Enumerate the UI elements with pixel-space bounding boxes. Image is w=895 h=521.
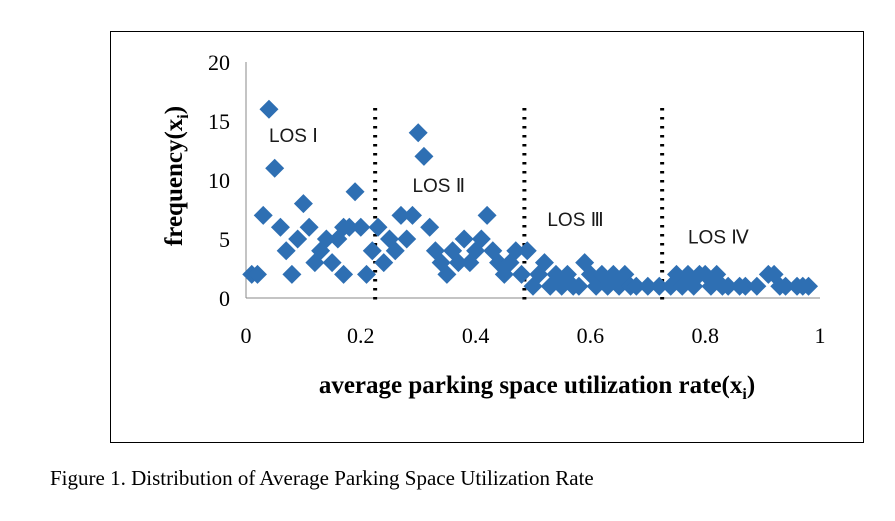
x-tick-label: 1 [815, 323, 826, 348]
data-point [362, 241, 382, 261]
x-tick-label: 0.6 [577, 323, 605, 348]
y-tick-label: 5 [219, 227, 230, 252]
chart-frame [110, 31, 864, 443]
data-point [506, 241, 526, 261]
data-point [282, 264, 302, 284]
data-point [293, 194, 313, 214]
data-point [397, 229, 417, 249]
data-point [512, 264, 532, 284]
region-label: LOS Ⅰ [269, 126, 318, 147]
data-point [534, 253, 554, 273]
data-point [448, 253, 468, 273]
data-point [270, 217, 290, 237]
data-point [477, 205, 497, 225]
data-point [259, 99, 279, 119]
data-point [299, 217, 319, 237]
data-point [414, 146, 434, 166]
x-tick-label: 0 [241, 323, 252, 348]
data-point [322, 253, 342, 273]
data-point [437, 264, 457, 284]
data-point [247, 264, 267, 284]
data-point [454, 229, 474, 249]
y-tick-label: 20 [208, 50, 230, 75]
data-point [265, 158, 285, 178]
x-tick-label: 0.8 [691, 323, 719, 348]
data-point [316, 229, 336, 249]
data-point [718, 276, 738, 296]
figure-caption: Figure 1. Distribution of Average Parkin… [50, 466, 594, 490]
data-point [471, 229, 491, 249]
data-point [374, 253, 394, 273]
x-tick-label: 0.2 [347, 323, 375, 348]
data-point [351, 217, 371, 237]
y-axis-label: frequency(xi) [161, 106, 192, 246]
data-point [357, 264, 377, 284]
data-point [735, 276, 755, 296]
data-point [569, 276, 589, 296]
y-tick-label: 0 [219, 286, 230, 311]
region-label: LOS Ⅳ [688, 228, 749, 249]
x-tick-labels: 0 0.2 0.4 0.6 0.8 1 [241, 323, 826, 348]
data-point [288, 229, 308, 249]
data-point [408, 123, 428, 143]
region-label: LOS Ⅱ [412, 176, 465, 197]
y-tick-label: 10 [208, 168, 230, 193]
data-point [517, 241, 537, 261]
data-point [799, 276, 819, 296]
data-points [242, 99, 819, 296]
region-label: LOS Ⅲ [547, 210, 603, 231]
data-point [776, 276, 796, 296]
x-tick-label: 0.4 [462, 323, 490, 348]
data-point [345, 182, 365, 202]
data-point [391, 205, 411, 225]
y-tick-labels: 0 5 10 15 20 [208, 50, 230, 311]
data-point [747, 276, 767, 296]
data-point [402, 205, 422, 225]
data-point [339, 217, 359, 237]
data-point [253, 205, 273, 225]
data-point [368, 217, 388, 237]
y-tick-label: 15 [208, 109, 230, 134]
data-point [276, 241, 296, 261]
region-labels: LOS Ⅰ LOS Ⅱ LOS Ⅲ LOS Ⅳ [269, 126, 749, 248]
x-axis-label: average parking space utilization rate(x… [319, 372, 755, 403]
data-point [334, 264, 354, 284]
data-point [626, 276, 646, 296]
data-point [649, 276, 669, 296]
data-point [638, 276, 658, 296]
data-point [420, 217, 440, 237]
data-point [385, 241, 405, 261]
